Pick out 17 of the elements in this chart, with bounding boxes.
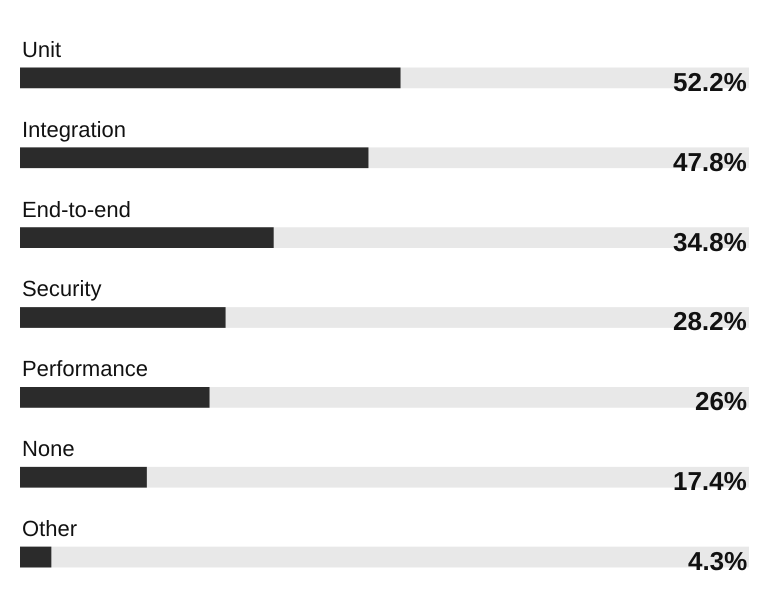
y-tick-label: None — [22, 436, 75, 461]
y-tick-label: End-to-end — [22, 197, 131, 222]
y-tick-label: Other — [22, 516, 78, 541]
data-label: 17.4% — [673, 466, 747, 496]
bar — [20, 546, 52, 568]
y-tick-label: Unit — [22, 37, 62, 62]
data-label: 26% — [695, 386, 748, 416]
y-tick-label: Performance — [22, 356, 148, 381]
y-tick-label: Integration — [22, 117, 126, 142]
data-label: 4.3% — [688, 546, 748, 576]
data-label: 52.2% — [673, 67, 747, 97]
y-tick-label: Security — [22, 276, 102, 301]
data-label: 34.8% — [673, 227, 747, 257]
bar — [20, 386, 210, 408]
data-label: 47.8% — [673, 147, 747, 177]
bar — [20, 466, 147, 488]
data-label: 28.2% — [673, 306, 747, 336]
